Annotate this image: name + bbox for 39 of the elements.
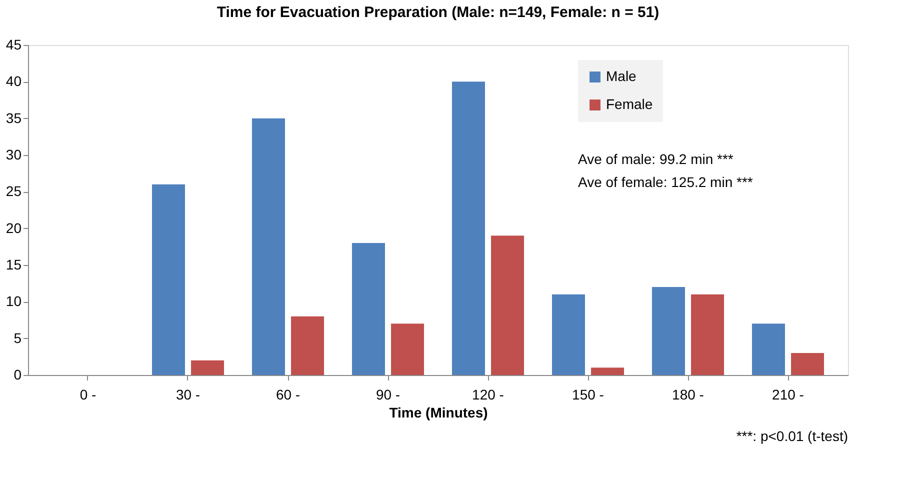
x-tick-label: 30 - [176,386,200,402]
bar [391,324,424,375]
bar [291,316,324,375]
x-tick-label: 0 - [80,386,97,402]
bar [552,294,585,375]
y-tick-label: 10 [6,293,22,310]
bar [252,118,285,375]
y-tick-label: 5 [14,330,22,346]
bar [652,287,685,375]
bar [152,184,185,375]
y-tick-label: 40 [6,73,22,90]
y-tick-label: 35 [6,110,22,126]
bar [691,294,724,375]
x-tick-label: 150 - [572,386,604,402]
bar [752,324,785,375]
y-tick-label: 30 [6,146,22,162]
x-tick-label: 120 - [472,386,504,402]
x-axis-title: Time (Minutes) [389,404,488,420]
bar [791,353,824,375]
chart-title: Time for Evacuation Preparation (Male: n=149, Female: n = 51) [216,4,660,21]
y-tick-label: 25 [6,183,22,200]
text: ***: p<0.01 (t-test) [736,428,848,444]
y-tick-label: 15 [6,256,22,272]
x-tick-label: 60 - [276,386,300,402]
legend-label: Female [606,96,653,112]
y-tick-label: 45 [6,36,22,52]
bar [352,243,385,375]
annotation: Ave of male: 99.2 min *** [578,151,734,167]
y-tick-label: 0 [14,366,22,382]
annotation: Ave of female: 125.2 min *** [578,174,754,190]
x-tick-label: 90 - [376,386,400,402]
bar [591,368,624,375]
y-tick-label: 20 [6,220,22,236]
x-tick-label: 180 - [672,386,704,402]
bar [452,82,485,375]
bar [491,236,524,375]
x-tick-label: 210 - [772,386,804,402]
bar [191,360,224,375]
legend-label: Male [606,68,637,84]
